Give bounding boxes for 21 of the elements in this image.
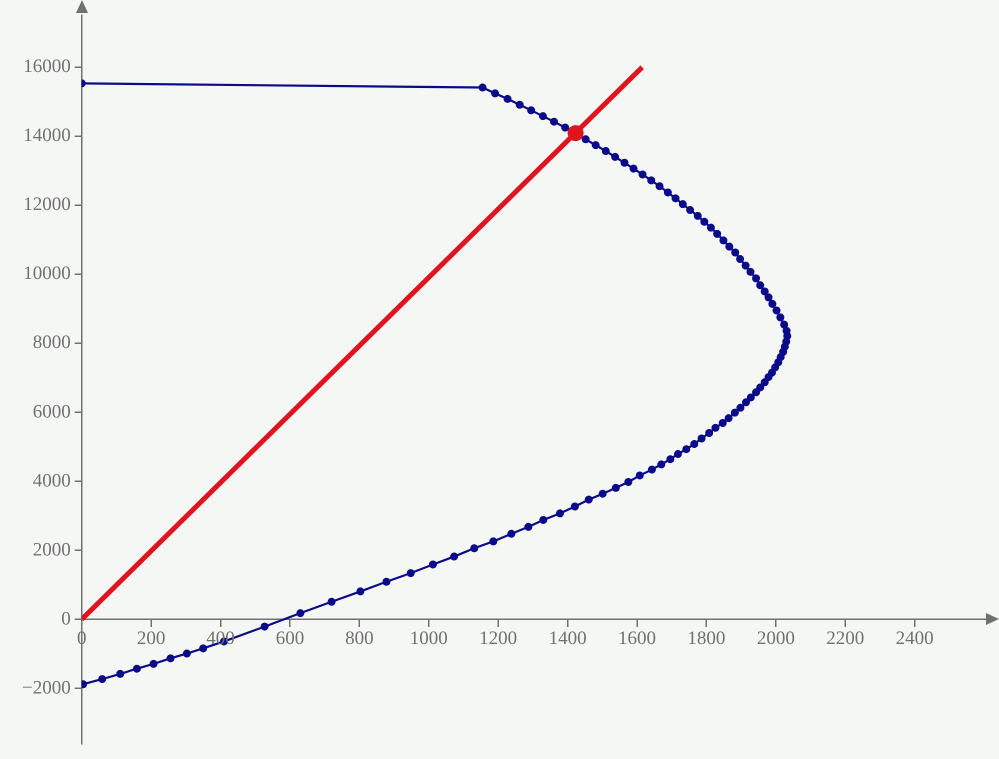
x-tick-label: 1000 [410,628,448,649]
x-tick-label: 200 [136,628,166,649]
x-tick-label: 600 [276,628,304,649]
y-tick-label: 8000 [32,332,71,354]
y-tick-label: 12000 [23,194,71,216]
x-tick-label: 1800 [687,628,726,649]
y-tick-label: 0 [61,608,71,630]
x-tick-label: 800 [345,628,374,649]
x-tick-label: 2200 [826,628,864,649]
x-tick-label: 1200 [479,628,518,649]
y-tick-label: 14000 [23,125,71,146]
y-tick-label: 2000 [32,539,71,560]
x-tick-label: 2000 [756,628,795,649]
x-tick-label: 2400 [896,628,934,649]
x-tick-label: 1600 [618,628,656,649]
x-tick-label: 1400 [548,628,587,649]
y-tick-label: −2000 [22,677,71,698]
y-tick-label: 4000 [32,470,71,492]
y-tick-label: 10000 [23,263,71,284]
y-tick-label: 6000 [32,401,71,422]
y-tick-label: 16000 [23,56,71,78]
